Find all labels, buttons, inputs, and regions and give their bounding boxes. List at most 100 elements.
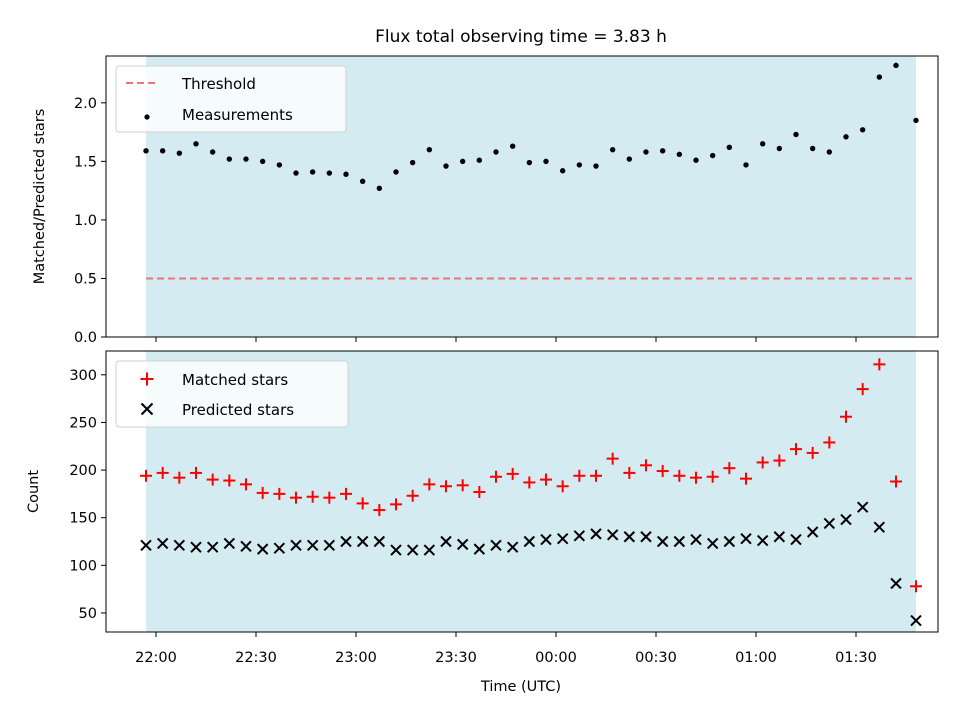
matched-star-point (323, 491, 336, 504)
matched-star-point (506, 467, 519, 480)
y-axis-label-count: Count (26, 470, 42, 513)
matched-star-point (223, 474, 236, 487)
predicted-star-point (456, 538, 469, 551)
measurement-point (409, 159, 416, 166)
y-tick-label: 100 (69, 558, 97, 574)
matched-star-point (206, 473, 219, 486)
x-axis-label: Time (UTC) (480, 679, 561, 695)
matched-star-point (540, 473, 552, 486)
measurement-point (859, 127, 866, 133)
y-tick-label: 50 (79, 606, 97, 622)
legend-top: Threshold Measurements (115, 65, 347, 133)
measurement-point (209, 149, 216, 155)
x-tick-label: 23:00 (335, 650, 377, 666)
predicted-star-point (340, 535, 352, 548)
measurement-point (509, 143, 516, 149)
predicted-star-point (490, 539, 502, 552)
predicted-star-point (423, 544, 436, 556)
legend-box-top (115, 65, 347, 133)
ratio-panel: 0.00.51.01.52.0 Matched/Predicted stars … (32, 55, 939, 346)
measurement-point (309, 169, 316, 175)
measurement-point (543, 158, 549, 165)
count-panel: 50 100 150 200 250 300 22:00 22:30 23:00 23:30 00… (26, 350, 939, 695)
predicted-star-point (740, 532, 752, 545)
predicted-star-point (623, 531, 636, 543)
x-tick-label: 01:00 (735, 650, 777, 666)
x-tick-label: 23:30 (435, 650, 477, 666)
measurement-point (726, 144, 733, 151)
matched-star-point (890, 475, 902, 488)
measurement-point (693, 157, 699, 163)
measurement-point (843, 134, 849, 140)
predicted-star-point (440, 535, 452, 548)
legend-measurement-label: Measurements (182, 106, 293, 124)
measurement-point (226, 156, 233, 162)
matched-star-point (356, 497, 369, 510)
y-tick-label: 2.0 (74, 96, 97, 112)
predicted-star-point (206, 541, 219, 553)
matched-star-point (690, 471, 702, 484)
measurement-point (659, 148, 666, 154)
y-tick-label: 150 (69, 511, 97, 527)
y-tick-label: 0.0 (74, 330, 97, 346)
measurement-point (143, 148, 149, 154)
measurement-point (526, 159, 533, 166)
predicted-star-point (673, 535, 686, 548)
predicted-star-point (823, 517, 836, 530)
measurement-point (243, 156, 249, 162)
measurement-point (793, 131, 799, 138)
y-ticks-top: 0.0 0.5 1.0 1.5 2.0 (74, 96, 106, 346)
matched-star-point (140, 469, 152, 482)
predicted-star-point (140, 539, 152, 552)
predicted-star-point (706, 537, 719, 550)
matched-star-point (723, 462, 736, 475)
predicted-star-point (173, 539, 186, 552)
matched-star-point (756, 456, 769, 469)
predicted-star-point (240, 540, 252, 552)
legend-matched-swatch (140, 372, 154, 386)
predicted-star-point (256, 543, 269, 555)
x-tick-label: 01:30 (835, 650, 877, 666)
chart-title: Flux total observing time = 3.83 h (375, 27, 667, 47)
matched-star-point (523, 476, 536, 489)
predicted-star-point (773, 531, 786, 543)
measurement-point (493, 149, 499, 155)
y-tick-label: 250 (69, 415, 97, 431)
matched-star-point (606, 452, 619, 465)
predicted-star-point (540, 533, 552, 546)
legend-predicted-label: Predicted stars (182, 401, 294, 419)
matched-star-point (556, 480, 569, 493)
measurement-point (576, 162, 583, 168)
x-ticks-top (155, 337, 857, 342)
matched-star-point (740, 472, 752, 485)
measurement-point (913, 117, 919, 124)
matched-star-point (590, 469, 602, 482)
y-tick-label: 200 (69, 463, 97, 479)
predicted-star-point (890, 577, 902, 590)
predicted-star-point (873, 521, 886, 533)
matched-star-point (423, 478, 436, 491)
matched-star-point (623, 466, 636, 479)
y-axis-label-ratio: Matched/Predicted stars (32, 109, 48, 285)
matched-star-point (673, 469, 686, 482)
predicted-star-point (723, 535, 736, 548)
measurement-point (293, 170, 299, 176)
matched-star-point (656, 465, 669, 478)
measurement-point (259, 158, 266, 165)
matched-star-point (456, 479, 469, 492)
matched-star-point (173, 471, 186, 484)
x-ticks-bottom: 22:00 22:30 23:00 23:30 00:00 00:30 01:00 01:30 (135, 632, 877, 666)
matched-star-point (440, 480, 452, 493)
measurement-point (893, 62, 899, 69)
predicted-star-point (356, 535, 369, 548)
legend-predicted-swatch (140, 402, 154, 416)
predicted-star-point (790, 533, 802, 546)
legend-threshold-label: Threshold (181, 75, 256, 93)
measurement-point (876, 74, 883, 80)
predicted-star-point (606, 529, 619, 541)
measurement-point (676, 151, 683, 158)
predicted-star-point (656, 535, 669, 548)
predicted-star-point (856, 501, 869, 513)
predicted-star-point (556, 532, 569, 545)
predicted-star-point (640, 531, 652, 543)
